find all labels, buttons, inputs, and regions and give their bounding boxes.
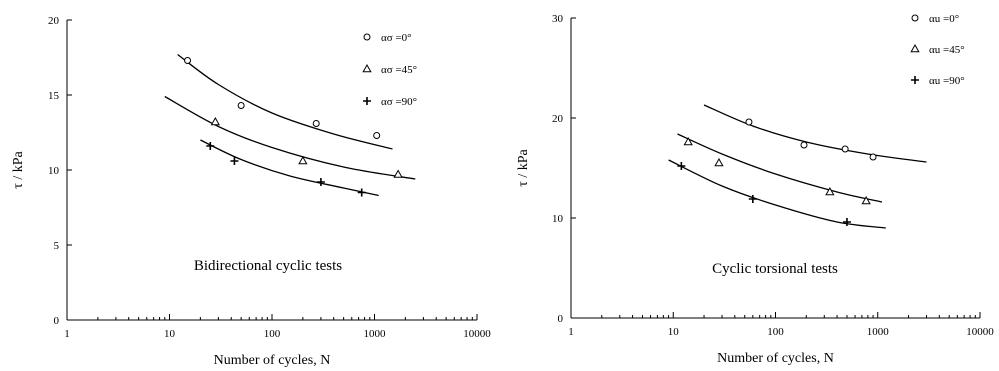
chart-panel-2: 1 10 100 1000 10000 0 10 20 30 Number of cycles, …: [516, 13, 994, 366]
x-tick-label: 1: [568, 326, 574, 338]
y-tick-label: 20: [48, 15, 60, 27]
legend-label: αu =90°: [929, 75, 965, 87]
series-1: [703, 104, 927, 163]
data-point: [312, 120, 320, 127]
y-tick-label: 5: [54, 240, 60, 252]
data-point: [230, 157, 239, 165]
data-point: [745, 118, 753, 126]
legend-marker: [363, 33, 371, 41]
chart-panel-1: 1 10 100 1000 10000 0 5 10 15 20 Number of cycles,…: [11, 15, 491, 368]
data-point: [861, 195, 871, 205]
x-tick-label: 1000: [867, 326, 890, 338]
series-3: [200, 139, 379, 197]
y-tick-label: 10: [552, 213, 564, 225]
data-point: [357, 188, 366, 197]
legend-marker: [911, 14, 919, 22]
x-tick-label: 10000: [463, 328, 491, 340]
legend-marker: [363, 97, 371, 105]
series-1: [177, 53, 393, 150]
fit-curve: [164, 95, 416, 180]
data-point: [184, 57, 192, 64]
data-point: [206, 142, 215, 150]
data-point: [298, 155, 308, 165]
x-tick-label: 1: [64, 328, 70, 340]
legend-marker: [910, 43, 920, 53]
y-tick-label: 0: [54, 315, 60, 327]
data-point: [316, 178, 325, 186]
x-axis-label: Number of cycles, N: [214, 353, 331, 368]
y-tick-label: 0: [558, 313, 564, 325]
x-tick-label: 100: [767, 326, 784, 338]
data-point: [825, 186, 835, 196]
data-point: [748, 195, 757, 203]
data-point: [841, 145, 849, 153]
data-point: [683, 136, 693, 146]
x-axis-label: Number of cycles, N: [717, 351, 834, 366]
y-axis-label: τ / kPa: [516, 148, 531, 186]
x-tick-label: 10: [668, 326, 680, 338]
legend-marker: [911, 76, 919, 84]
legend-label: ασ =45°: [381, 64, 417, 76]
data-point: [373, 132, 381, 139]
fit-curve: [668, 159, 886, 229]
series-3: [668, 159, 886, 229]
series-2: [164, 95, 416, 180]
data-point: [210, 116, 220, 126]
x-tick-label: 1000: [364, 328, 387, 340]
data-point: [869, 153, 877, 161]
fit-curve: [177, 53, 393, 150]
x-tick-label: 100: [264, 328, 281, 340]
legend-label: ασ =90°: [381, 96, 417, 108]
y-tick-label: 30: [552, 13, 564, 25]
data-point: [677, 162, 686, 170]
data-point: [714, 157, 724, 167]
fit-curve: [677, 133, 883, 203]
legend-marker: [362, 63, 372, 73]
fit-curve: [200, 139, 379, 197]
data-point: [842, 218, 851, 226]
data-point: [393, 169, 403, 178]
y-tick-label: 15: [48, 90, 60, 102]
y-tick-label: 10: [48, 165, 60, 177]
x-tick-label: 10000: [966, 326, 994, 338]
y-tick-label: 20: [552, 113, 564, 125]
chart-annotation: Cyclic torsional tests: [712, 261, 838, 277]
legend-label: αu =0°: [929, 13, 959, 25]
series-2: [677, 133, 883, 205]
y-axis-label: τ / kPa: [11, 150, 26, 188]
fit-curve: [703, 104, 927, 163]
chart-annotation: Bidirectional cyclic tests: [194, 258, 342, 274]
legend-label: ασ =0°: [381, 32, 412, 44]
data-point: [237, 102, 245, 109]
legend-label: αu =45°: [929, 44, 965, 56]
data-point: [800, 141, 808, 149]
x-tick-label: 10: [164, 328, 176, 340]
